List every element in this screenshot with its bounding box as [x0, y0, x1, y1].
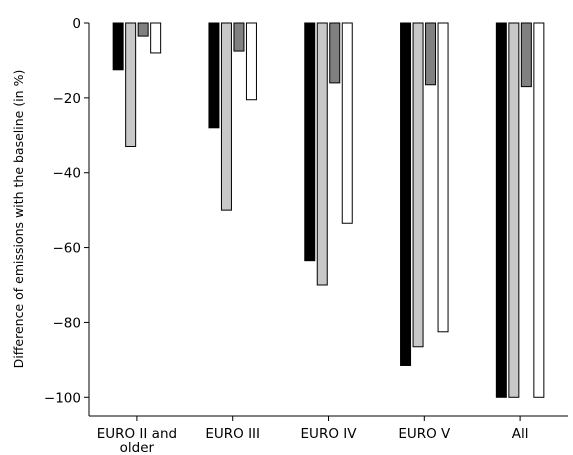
- bar-1-0: [208, 22, 220, 129]
- y-axis-label: Difference of emissions with the baselin…: [11, 70, 26, 369]
- y-tick-label-3: −60: [53, 241, 82, 257]
- x-tick-label-0: EURO II and older: [97, 426, 177, 455]
- y-tick-label-2: −40: [53, 166, 82, 182]
- bar-3-1: [412, 22, 424, 348]
- y-tick-label-4: −80: [53, 315, 82, 331]
- bars-group: [112, 22, 545, 398]
- y-tick-label-5: −100: [44, 390, 81, 406]
- y-tick-label-0: 0: [72, 16, 81, 32]
- bar-4-1: [508, 22, 520, 398]
- bar-1-1: [220, 22, 232, 211]
- bar-0-2: [137, 22, 149, 37]
- bar-1-3: [245, 22, 257, 101]
- bar-4-0: [495, 22, 507, 398]
- bar-3-3: [437, 22, 449, 333]
- bar-2-2: [329, 22, 341, 84]
- bar-3-2: [425, 22, 437, 86]
- bar-2-1: [316, 22, 328, 286]
- y-ticks-group: 0 −20 −40 −60 −80 −100: [44, 16, 89, 406]
- bar-0-3: [150, 22, 162, 54]
- bar-0-1: [125, 22, 137, 148]
- x-tick-label-2: EURO IV: [301, 426, 358, 442]
- bar-4-2: [520, 22, 532, 88]
- bar-1-2: [233, 22, 245, 52]
- x-tick-label-3: EURO V: [398, 426, 451, 442]
- x-tick-label-1: EURO III: [205, 426, 260, 442]
- bar-3-0: [400, 22, 412, 366]
- bar-4-3: [533, 22, 545, 398]
- bar-0-0: [112, 22, 124, 71]
- bar-2-0: [304, 22, 316, 262]
- bar-2-3: [341, 22, 353, 224]
- y-tick-label-1: −20: [53, 91, 82, 107]
- x-tick-label-4: All: [512, 426, 529, 442]
- x-ticks-group: EURO II and older EURO III EURO IV EURO V All: [97, 416, 529, 455]
